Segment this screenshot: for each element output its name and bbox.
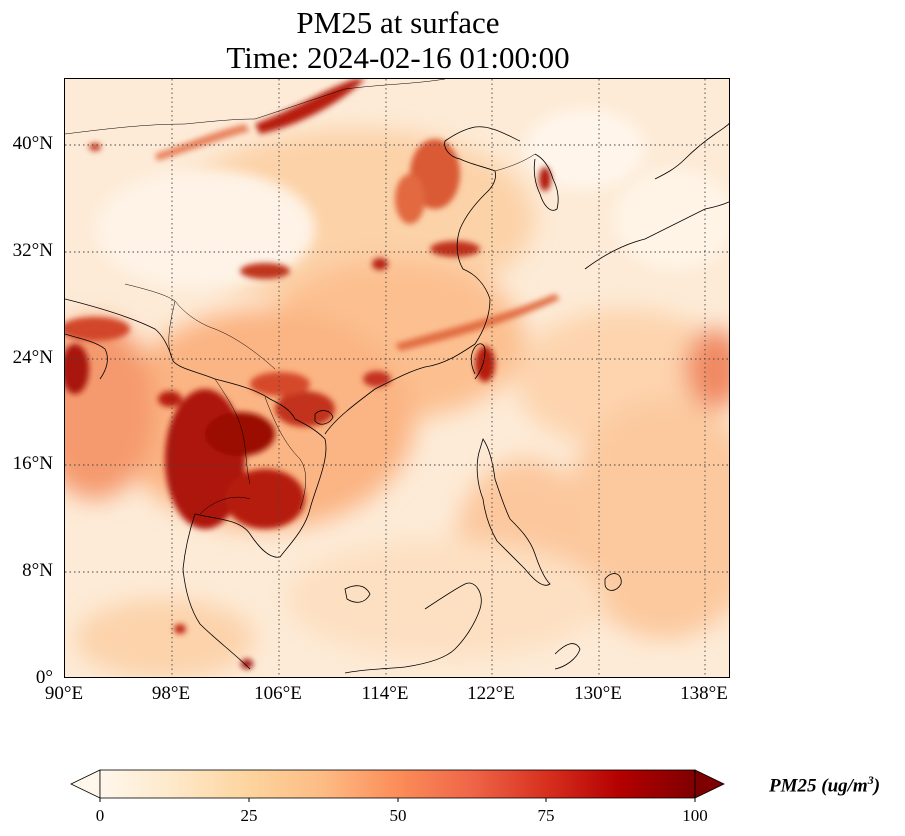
map-panel (64, 78, 730, 678)
lon-tick-label: 122°E (467, 683, 515, 704)
lat-tick-label: 0° (35, 667, 53, 688)
lat-tick-label: 24°N (12, 347, 53, 368)
colorbar-tick-label: 50 (389, 806, 407, 825)
lat-tick-label: 32°N (12, 240, 53, 261)
lon-tick-label: 106°E (254, 683, 302, 704)
lat-tick-label: 8°N (22, 560, 53, 581)
colorbar-tick-label: 75 (537, 806, 555, 825)
colorbar-title-superscript: 3 (867, 773, 874, 787)
lat-tick-label: 16°N (12, 453, 53, 474)
pm25-field-moderate (65, 129, 729, 677)
lon-tick-label: 130°E (574, 683, 622, 704)
colorbar-tick-label: 25 (240, 806, 258, 825)
pm25-field-high (65, 79, 560, 669)
colorbar-gradient (100, 770, 695, 798)
colorbar-tick-label: 100 (682, 806, 708, 825)
colorbar-title-text: PM25 (ug/m (769, 775, 868, 797)
colorbar-extend-min (70, 769, 101, 799)
lon-tick-label: 90°E (44, 683, 84, 704)
colorbar-title-close: ) (873, 775, 881, 797)
map-title: PM25 at surface (296, 5, 500, 40)
colorbar-tick-label: 0 (95, 806, 105, 825)
pm25-field-light (95, 109, 729, 289)
lon-tick-label: 98°E (151, 683, 191, 704)
colorbar (70, 769, 725, 802)
colorbar-extend-max (694, 769, 725, 799)
lon-tick-label: 138°E (680, 683, 728, 704)
lon-tick-label: 114°E (361, 683, 409, 704)
coastline-layer (65, 122, 729, 674)
map-subtitle-time: Time: 2024-02-16 01:00:00 (226, 40, 570, 75)
pm25-map (65, 79, 729, 677)
border-layer (65, 79, 536, 515)
colorbar-title: PM25 (ug/m3) (769, 773, 880, 797)
lat-tick-label: 40°N (12, 133, 53, 154)
gridlines (65, 79, 729, 677)
